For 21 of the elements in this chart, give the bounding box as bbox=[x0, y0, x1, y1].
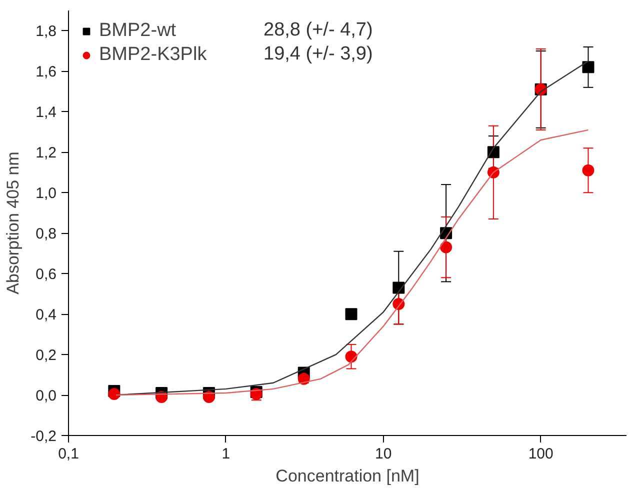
x-axis-title: Concentration [nM] bbox=[276, 466, 420, 486]
x-tick-label: 10 bbox=[375, 446, 392, 462]
y-tick-label: 0,2 bbox=[36, 347, 57, 364]
legend-label: BMP2-wt bbox=[99, 20, 176, 42]
y-tick-label: 1,0 bbox=[36, 185, 57, 202]
y-tick-label: 0,8 bbox=[36, 226, 57, 243]
x-tick-label: 1 bbox=[222, 446, 230, 462]
y-tick-label: 1,2 bbox=[36, 144, 57, 162]
legend-label: BMP2-K3Plk bbox=[99, 44, 207, 66]
x-tick-label: 100 bbox=[528, 446, 554, 462]
y-axis-title: Absorption 405 nm bbox=[4, 152, 23, 294]
y-tick-label: 1,4 bbox=[36, 104, 57, 122]
annotation: 28,8 (+/- 4,7) bbox=[264, 20, 373, 40]
y-tick-label: 1,6 bbox=[36, 64, 57, 81]
y-tick-label: 0,6 bbox=[36, 266, 57, 284]
y-tick-label: -0,2 bbox=[30, 428, 57, 445]
x-tick-label: 0,1 bbox=[58, 446, 79, 462]
y-tick-label: 1,8 bbox=[36, 23, 57, 40]
y-tick-label: 0,4 bbox=[36, 306, 57, 324]
y-tick-label: 0,0 bbox=[36, 388, 57, 405]
annotation: 19,4 (+/- 3,9) bbox=[264, 44, 373, 64]
